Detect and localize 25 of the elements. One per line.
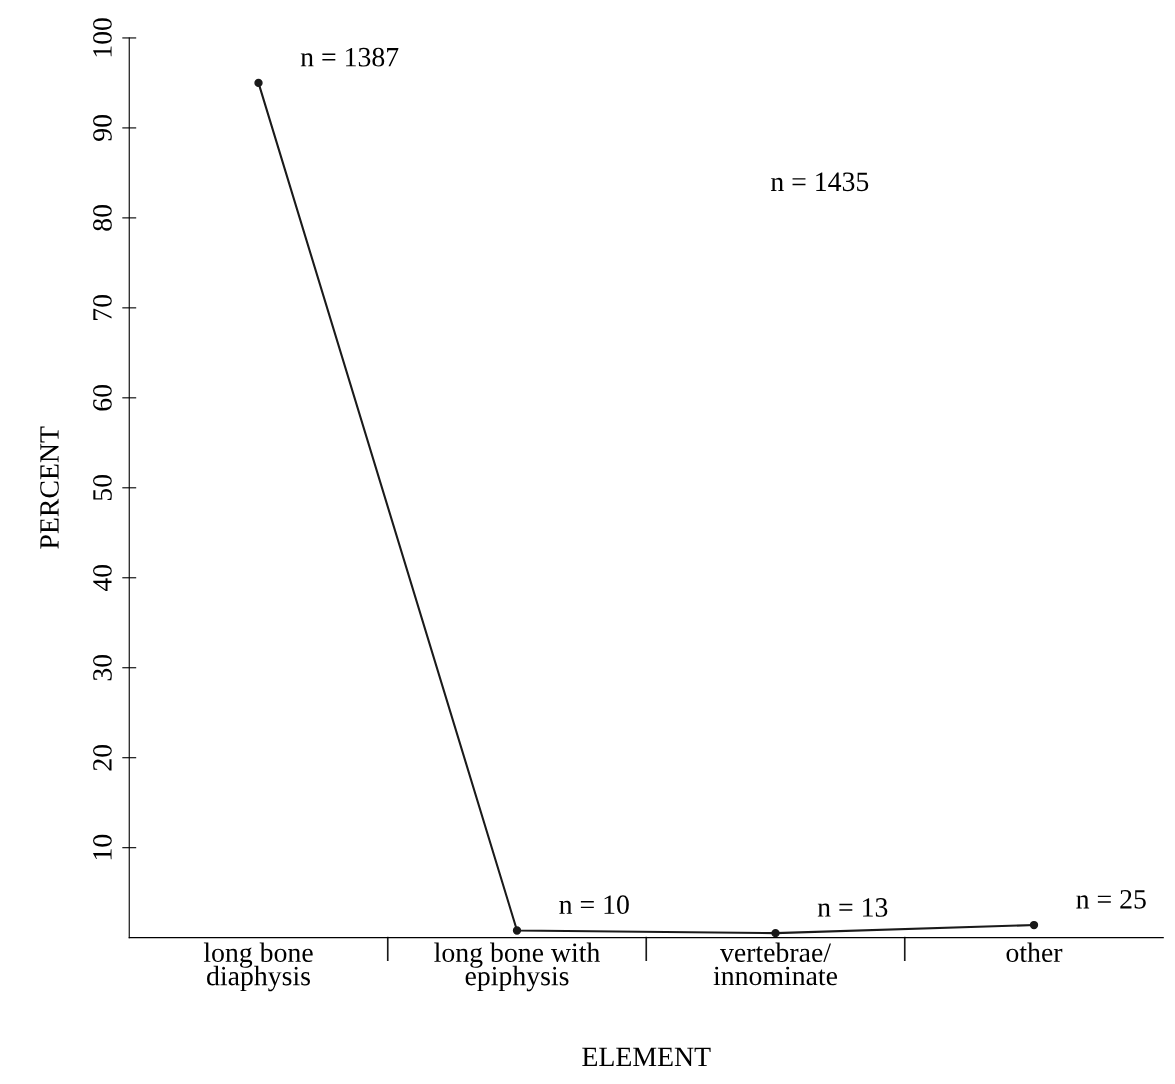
y-tick-label: 40 (93, 564, 112, 592)
annotation: n = 25 (1076, 890, 1146, 909)
y-tick-label: 70 (93, 295, 112, 320)
y-axis-title: PERCENT (40, 426, 59, 549)
x-tick-label: long bone diaphysis (203, 942, 313, 992)
x-tick-label: vertebrae/ innominate (713, 942, 838, 986)
y-tick-label: 50 (93, 474, 112, 501)
y-tick-label: 80 (93, 205, 112, 231)
y-tick-label: 100 (93, 18, 112, 57)
annotation: n = 1435 (770, 172, 869, 192)
annotation: n = 1387 (300, 47, 399, 67)
y-tick-label: 60 (93, 385, 112, 411)
annotation: n = 13 (817, 898, 888, 917)
point (512, 926, 522, 935)
y-tick-label: 20 (93, 744, 112, 771)
point (771, 928, 780, 938)
x-tick-label: other (1006, 942, 1063, 963)
annotation: n = 10 (559, 895, 629, 915)
point (1029, 920, 1039, 930)
y-tick-label: 90 (93, 115, 112, 141)
y-tick-label: 30 (93, 654, 112, 681)
point (254, 78, 263, 88)
y-tick-label: 10 (93, 834, 112, 860)
x-axis-title: ELEMENT (582, 1047, 711, 1066)
x-tick-label: long bone with epiphysis (434, 942, 600, 992)
